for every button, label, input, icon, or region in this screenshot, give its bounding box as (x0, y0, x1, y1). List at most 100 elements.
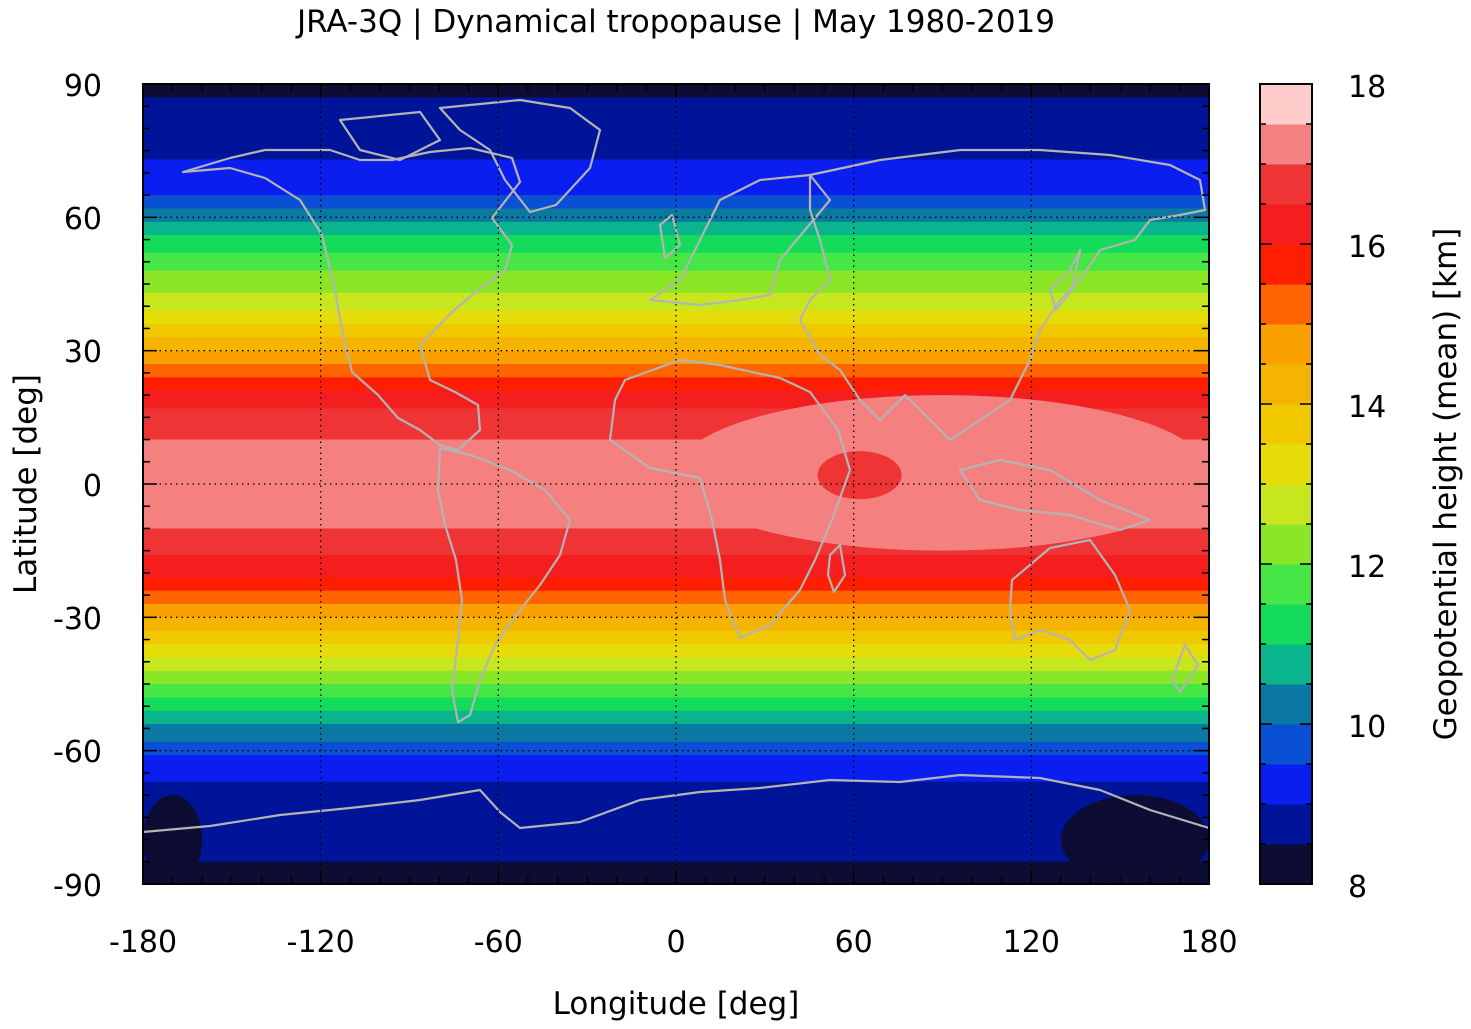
grid (143, 84, 1209, 884)
y-tick-label: 90 (64, 69, 102, 104)
lat-band (143, 168, 1209, 174)
lat-band (143, 310, 1209, 316)
lat-band (143, 537, 1209, 543)
lat-band (143, 644, 1209, 650)
lat-band (143, 768, 1209, 774)
lat-band (143, 257, 1209, 263)
lat-band (143, 141, 1209, 147)
lat-band (143, 568, 1209, 574)
lat-band (143, 341, 1209, 347)
lat-band (143, 177, 1209, 183)
coastline-uk (658, 213, 682, 260)
lat-band (143, 595, 1209, 601)
lat-band (143, 492, 1209, 498)
colorbar-swatch (1260, 644, 1312, 685)
lat-band (143, 150, 1209, 156)
colorbar-tick-label: 18 (1348, 70, 1386, 105)
lat-band (143, 519, 1209, 525)
coastlines (143, 98, 1209, 834)
colorbar-swatch (1260, 444, 1312, 485)
lat-band (143, 724, 1209, 730)
colorbar-swatch (1260, 684, 1312, 725)
lat-band (143, 212, 1209, 218)
lat-band (143, 710, 1209, 716)
colorbar-swatch (1260, 844, 1312, 885)
y-tick-label: 30 (64, 335, 102, 370)
lat-band (143, 217, 1209, 223)
lat-band (143, 204, 1209, 210)
field-feature (143, 795, 203, 884)
lat-band (143, 110, 1209, 116)
colorbar-tick-labels: 18 16 14 12 10 8 (1348, 70, 1386, 905)
lat-band (143, 244, 1209, 250)
y-tick-label: 60 (64, 202, 102, 237)
colorbar-swatch (1260, 764, 1312, 805)
lat-band (143, 457, 1209, 463)
lat-band (143, 844, 1209, 850)
colorbar-swatch (1260, 604, 1312, 645)
coastline-europe (648, 173, 832, 307)
lat-band (143, 639, 1209, 645)
lat-band (143, 697, 1209, 703)
chart-title: JRA-3Q | Dynamical tropopause | May 1980… (295, 4, 1055, 40)
lat-band (143, 781, 1209, 787)
coastline-new-zealand (1170, 643, 1200, 694)
colorbar-ticks (1260, 83, 1312, 885)
lat-band (143, 817, 1209, 823)
lat-band (143, 350, 1209, 356)
y-tick-label: -60 (53, 735, 102, 770)
lat-band (143, 284, 1209, 290)
lat-band (143, 581, 1209, 587)
lat-band (143, 452, 1209, 458)
lat-band (143, 630, 1209, 636)
lat-band (143, 261, 1209, 267)
lat-band (143, 848, 1209, 854)
lat-band (143, 430, 1209, 436)
x-axis-label: Longitude [deg] (553, 986, 800, 1022)
colorbar-swatch (1260, 404, 1312, 445)
lat-band (143, 292, 1209, 298)
lat-band (143, 612, 1209, 618)
x-tick-label: -60 (474, 925, 523, 960)
y-tick-label: -30 (53, 602, 102, 637)
lat-band (143, 381, 1209, 387)
lat-band (143, 101, 1209, 107)
lat-band (143, 590, 1209, 596)
colorbar-swatch (1260, 484, 1312, 525)
colorbar-tick-label: 12 (1348, 550, 1386, 585)
lat-band (143, 572, 1209, 578)
lat-band (143, 266, 1209, 272)
colorbar-swatch (1260, 364, 1312, 405)
lat-band (143, 270, 1209, 276)
x-tick-label: 180 (1180, 925, 1237, 960)
coastline-antarctica (143, 773, 1209, 834)
lat-band (143, 421, 1209, 427)
x-tick-label: 60 (835, 925, 873, 960)
x-tick-label: 0 (666, 925, 685, 960)
lat-band (143, 377, 1209, 383)
lat-band (143, 479, 1209, 485)
coastline-south-america (436, 446, 572, 724)
lat-band (143, 586, 1209, 592)
lat-band (143, 128, 1209, 134)
lat-band (143, 355, 1209, 361)
field-features (143, 395, 1209, 884)
lat-band (143, 337, 1209, 343)
lat-band (143, 706, 1209, 712)
y-axis-label: Latitude [deg] (8, 374, 44, 594)
colorbar-tick-label: 8 (1348, 870, 1367, 905)
lat-band (143, 435, 1209, 441)
lat-band (143, 466, 1209, 472)
lat-band (143, 372, 1209, 378)
lat-band (143, 688, 1209, 694)
lat-band (143, 332, 1209, 338)
coastline-canadian-islands (338, 110, 442, 162)
lat-band (143, 790, 1209, 796)
lat-band (143, 124, 1209, 130)
lat-band (143, 861, 1209, 867)
lat-band (143, 524, 1209, 530)
lat-band (143, 839, 1209, 845)
coastline-asia (798, 148, 1207, 442)
colorbar-swatch (1260, 204, 1312, 245)
